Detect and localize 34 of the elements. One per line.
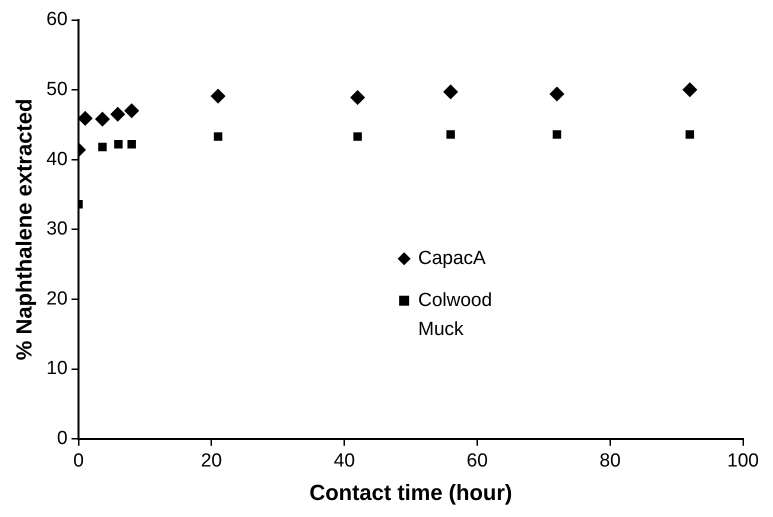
point (78, 110, 93, 126)
y-tick-label: 60 (46, 9, 68, 30)
x-tick-label: 80 (600, 450, 621, 472)
point (552, 130, 562, 139)
legend-label: CapacA (418, 248, 486, 269)
point (127, 140, 136, 148)
point (350, 90, 366, 105)
y-axis-title: % Naphthalene extracted (11, 98, 36, 360)
y-tick-label: 20 (46, 288, 68, 310)
y-tick-label: 40 (46, 148, 68, 170)
x-tick-label: 100 (727, 450, 759, 472)
point (686, 130, 694, 139)
point (114, 140, 123, 148)
x-axis-title: Contact time (hour) (309, 480, 512, 505)
point (110, 106, 126, 122)
point (98, 142, 107, 152)
point (446, 130, 455, 139)
point (443, 84, 458, 100)
y-tick-label: 10 (46, 358, 68, 380)
point (682, 82, 698, 98)
x-tick-label: 20 (200, 450, 222, 472)
x-tick-label: 40 (334, 450, 355, 472)
y-tick-label: 30 (46, 218, 68, 240)
x-tick-label: 60 (466, 450, 488, 472)
x-tick-label: 0 (73, 450, 84, 472)
point (353, 132, 362, 141)
point (210, 88, 226, 104)
legend-label: Colwood Muck (418, 290, 492, 340)
point (214, 132, 222, 141)
y-tick-label: 50 (46, 79, 68, 100)
point (549, 86, 564, 102)
y-tick-label: 0 (56, 428, 68, 450)
point (94, 112, 110, 127)
point (124, 103, 140, 118)
